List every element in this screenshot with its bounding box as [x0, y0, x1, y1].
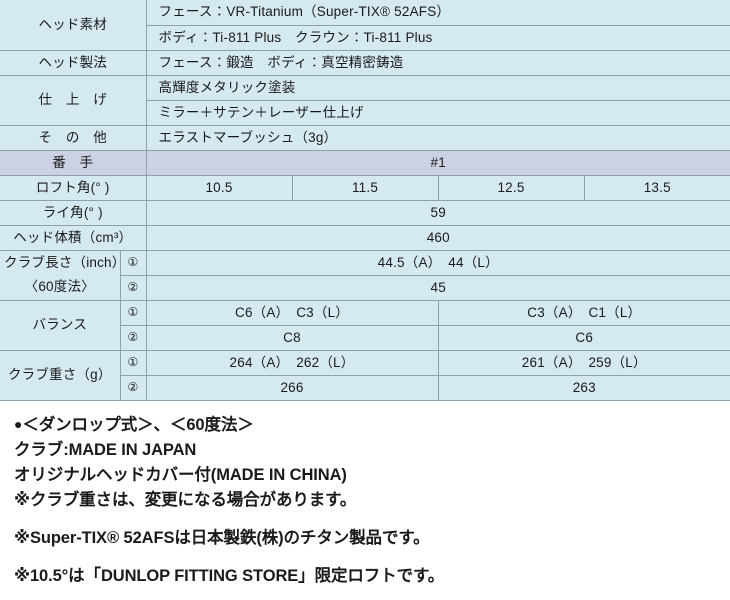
row-value-loft-3: 12.5 — [438, 175, 585, 201]
sub-index-1: ① — [120, 300, 147, 326]
footnote-line-1: ●＜ダンロップ式＞、＜60度法＞ — [14, 413, 730, 438]
table-row: ヘッド素材 フェース：VR-Titanium（Super-TIX® 52AFS） — [0, 0, 730, 51]
table-row: 仕 上 げ 高輝度メタリック塗装 — [0, 75, 730, 126]
row-value-head-manufacturing: フェース：鍛造 ボディ：真空精密鋳造 — [146, 50, 730, 76]
row-label-head-volume: ヘッド体積（cm³） — [0, 225, 147, 251]
table-row: ヘッド製法 フェース：鍛造 ボディ：真空精密鋳造 — [0, 50, 730, 76]
footnotes: ●＜ダンロップ式＞、＜60度法＞ クラブ:MADE IN JAPAN オリジナル… — [0, 401, 730, 589]
row-value-loft-4: 13.5 — [584, 175, 730, 201]
row-value-club-weight-2-left: 266 — [146, 375, 439, 401]
table-row: バランス ① C6（A） C3（L） C3（A） C1（L） — [0, 300, 730, 351]
row-value-balance-2-left: C8 — [146, 325, 439, 351]
row-label-balance: バランス — [0, 300, 121, 351]
row-value-balance-1-right: C3（A） C1（L） — [438, 300, 730, 326]
row-value-head-material-line1: フェース：VR-Titanium（Super-TIX® 52AFS） — [146, 0, 730, 26]
row-value-club-weight-1-right: 261（A） 259（L） — [438, 350, 730, 376]
table-row: ② C8 C6 — [0, 325, 730, 351]
sub-index-2: ② — [120, 275, 147, 301]
table-row: そ の 他 エラストマーブッシュ（3g） — [0, 125, 730, 151]
footnote-line-2: クラブ:MADE IN JAPAN — [14, 440, 197, 459]
table-row: クラブ重さ（g） ① 264（A） 262（L） 261（A） 259（L） — [0, 350, 730, 401]
row-value-club-length-2: 45 — [146, 275, 730, 301]
footnote-line-3: オリジナルヘッドカバー付(MADE IN CHINA) — [14, 465, 347, 484]
row-value-finish-line1: 高輝度メタリック塗装 — [146, 75, 730, 101]
row-value-number: #1 — [146, 150, 730, 176]
row-label-other: そ の 他 — [0, 125, 147, 151]
row-value-finish-line2: ミラー＋サテン＋レーザー仕上げ — [146, 100, 730, 126]
sub-index-1: ① — [120, 350, 147, 376]
footnote-line-4: ※クラブ重さは、変更になる場合があります。 — [14, 490, 357, 509]
table-row: ボディ：Ti-811 Plus クラウン：Ti-811 Plus — [0, 25, 730, 51]
row-value-club-length-1: 44.5（A） 44（L） — [146, 250, 730, 276]
row-value-head-volume: 460 — [146, 225, 730, 251]
row-label-head-material: ヘッド素材 — [0, 0, 147, 51]
footnote-line-1-text: ＜ダンロップ式＞、＜60度法＞ — [22, 415, 254, 434]
row-value-club-weight-2-right: 263 — [438, 375, 730, 401]
sub-index-2: ② — [120, 325, 147, 351]
row-label-number: 番 手 — [0, 150, 147, 176]
row-value-loft-2: 11.5 — [292, 175, 439, 201]
row-label-club-weight: クラブ重さ（g） — [0, 350, 121, 401]
table-row: ロフト角(° ) 10.5 11.5 12.5 13.5 — [0, 175, 730, 201]
table-row: ② 266 263 — [0, 375, 730, 401]
table-row: ライ角(° ) 59 — [0, 200, 730, 226]
row-value-club-weight-1-left: 264（A） 262（L） — [146, 350, 439, 376]
footnote-line-6: ※10.5°は「DUNLOP FITTING STORE」限定ロフトです。 — [14, 566, 445, 585]
row-value-head-material-line2: ボディ：Ti-811 Plus クラウン：Ti-811 Plus — [146, 25, 730, 51]
sub-index-1: ① — [120, 250, 147, 276]
table-row: ミラー＋サテン＋レーザー仕上げ — [0, 100, 730, 126]
row-label-club-length-line2: 〈60度法〉 — [0, 275, 121, 301]
bullet-icon: ● — [14, 415, 23, 432]
row-label-lie: ライ角(° ) — [0, 200, 147, 226]
row-label-finish: 仕 上 げ — [0, 75, 147, 126]
table-row: 〈60度法〉 ② 45 — [0, 275, 730, 301]
row-label-club-length-line1: クラブ長さ（inch） — [0, 250, 125, 275]
row-label-head-manufacturing: ヘッド製法 — [0, 50, 147, 76]
footnote-line-5: ※Super-TIX® 52AFSは日本製鉄(株)のチタン製品です。 — [14, 528, 430, 547]
row-value-balance-1-left: C6（A） C3（L） — [146, 300, 439, 326]
specification-table: ヘッド素材 フェース：VR-Titanium（Super-TIX® 52AFS）… — [0, 0, 730, 401]
row-label-loft: ロフト角(° ) — [0, 175, 147, 201]
row-value-loft-1: 10.5 — [146, 175, 293, 201]
row-value-lie: 59 — [146, 200, 730, 226]
table-row: ヘッド体積（cm³） 460 — [0, 225, 730, 251]
row-value-balance-2-right: C6 — [438, 325, 730, 351]
row-value-other: エラストマーブッシュ（3g） — [146, 125, 730, 151]
table-row-number: 番 手 #1 — [0, 150, 730, 176]
table-row: クラブ長さ（inch） ① 44.5（A） 44（L） — [0, 250, 730, 276]
sub-index-2: ② — [120, 375, 147, 401]
